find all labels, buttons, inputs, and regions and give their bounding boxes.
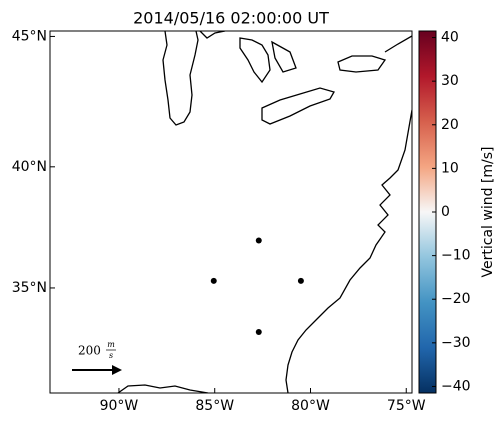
station-point [255, 329, 262, 336]
quiver-key-unit-numerator: m [107, 340, 115, 349]
station-point [297, 277, 304, 284]
quiver-key-unit-denominator: s [109, 351, 113, 360]
quiver-arrow-head [112, 365, 122, 375]
colorbar-label: Vertical wind [m/s] [480, 147, 496, 278]
colorbar-tick-label: −20 [441, 291, 471, 307]
coastlines [117, 31, 412, 393]
y-tick-label: 45°N [12, 28, 47, 44]
x-tick-label: 85°W [195, 398, 234, 414]
colorbar-tick-label: 0 [441, 204, 450, 220]
colorbar-tick-label: 30 [441, 73, 459, 89]
colorbar-tick-label: −30 [441, 335, 471, 351]
colorbar-tick-label: 20 [441, 117, 459, 133]
station-point [255, 237, 262, 244]
station-point [210, 277, 217, 284]
y-tick-label: 35°N [12, 280, 47, 296]
y-tick-label: 40°N [12, 159, 47, 175]
x-tick-label: 80°W [291, 398, 330, 414]
colorbar-tick-label: −40 [441, 378, 471, 394]
colorbar-tick-label: 10 [441, 160, 459, 176]
colorbar-tick-label: 40 [441, 30, 459, 46]
quiver-key-label: 200 m s [78, 340, 116, 360]
colorbar-tick-label: −10 [441, 248, 471, 264]
quiver-key-value: 200 [78, 344, 101, 358]
chart-title: 2014/05/16 02:00:00 UT [133, 9, 329, 28]
x-tick-label: 75°W [387, 398, 426, 414]
map-frame [49, 30, 413, 394]
x-tick-label: 90°W [100, 398, 139, 414]
